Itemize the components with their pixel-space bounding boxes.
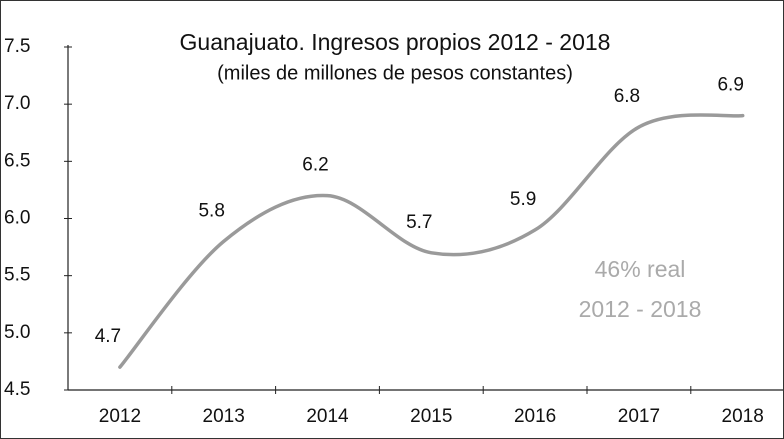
x-tick-label: 2014 — [306, 406, 349, 427]
y-tick-label: 4.5 — [4, 379, 30, 400]
y-tick-label: 7.0 — [4, 93, 30, 114]
y-tick-label: 6.0 — [4, 208, 30, 229]
x-tick-label: 2017 — [618, 406, 660, 427]
x-tick-label: 2016 — [514, 406, 556, 427]
data-label: 6.8 — [614, 86, 640, 107]
y-tick-label: 7.5 — [4, 36, 30, 57]
chart-title: Guanajuato. Ingresos propios 2012 - 2018 — [180, 29, 611, 55]
data-label: 5.9 — [510, 189, 536, 210]
x-tick-label: 2012 — [99, 406, 141, 427]
x-tick-label: 2013 — [203, 406, 245, 427]
data-label: 6.9 — [717, 75, 743, 96]
y-tick-label: 6.5 — [4, 150, 30, 171]
annotation: 2012 - 2018 — [579, 296, 702, 322]
data-label: 6.2 — [302, 155, 328, 176]
chart-subtitle: (miles de millones de pesos constantes) — [217, 62, 573, 84]
data-label: 4.7 — [95, 326, 121, 347]
data-label: 5.8 — [198, 200, 224, 221]
y-tick-label: 5.0 — [4, 322, 30, 343]
data-line — [118, 113, 745, 369]
data-label: 5.7 — [406, 212, 432, 233]
annotation: 46% real — [595, 256, 686, 282]
x-tick-label: 2015 — [410, 406, 452, 427]
x-tick-label: 2018 — [722, 406, 764, 427]
y-tick-label: 5.5 — [4, 265, 30, 286]
